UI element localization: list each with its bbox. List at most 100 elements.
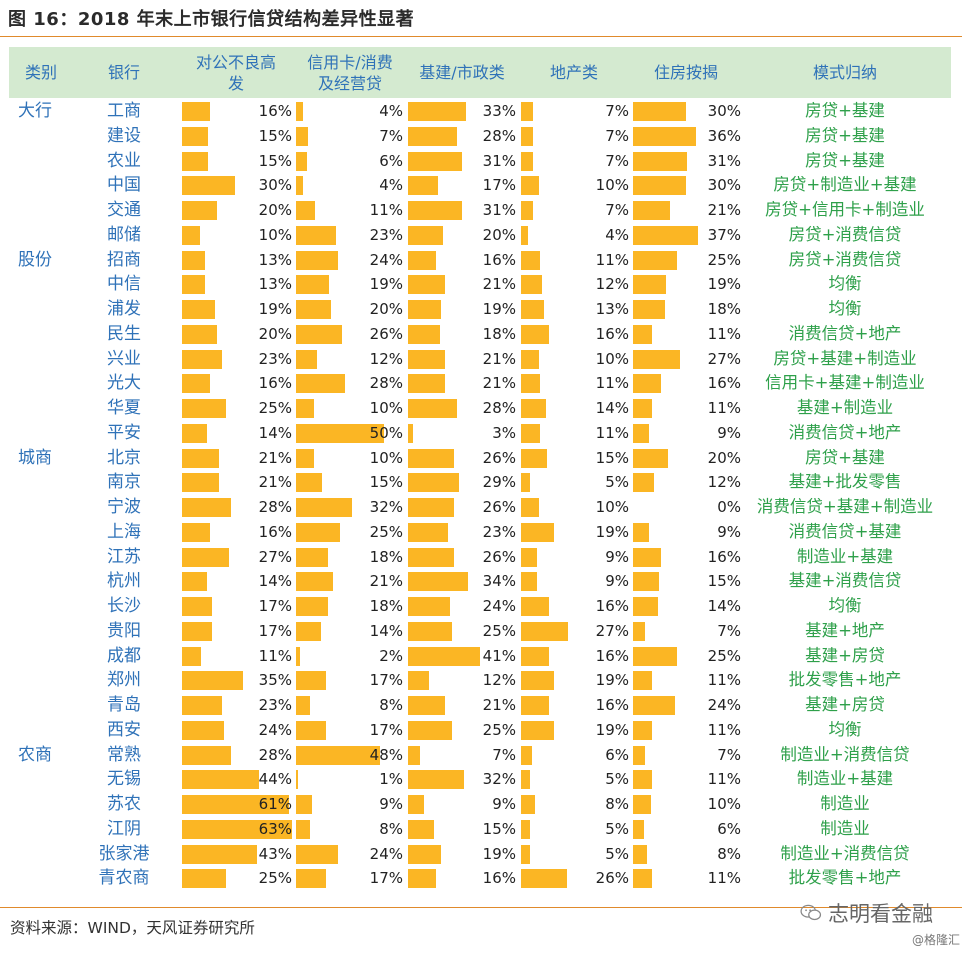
real-estate-bar bbox=[521, 225, 528, 245]
bank-name: 光大 bbox=[107, 373, 141, 394]
corp-npl-bar bbox=[182, 423, 207, 443]
mode-summary: 信用卡+基建+制造业 bbox=[765, 373, 925, 393]
infra-bar bbox=[408, 498, 454, 517]
category-label: 股份 bbox=[18, 249, 52, 270]
mortgage-bar bbox=[633, 844, 647, 864]
corp-npl-value: 16% bbox=[258, 102, 292, 120]
corp-npl-bar bbox=[182, 646, 202, 666]
category-label: 城商 bbox=[18, 447, 52, 468]
table-row: 交通 20% 11% 31% 7% 21% 房贷+信用卡+制造业 bbox=[0, 198, 977, 223]
infra-bar bbox=[408, 572, 468, 592]
credit-card-bar bbox=[296, 844, 338, 864]
table-row: 贵阳 17% 14% 25% 27% 7% 基建+地产 bbox=[0, 619, 977, 644]
real-estate-value: 13% bbox=[595, 300, 629, 318]
mode-summary: 房贷+信用卡+制造业 bbox=[765, 200, 925, 219]
real-estate-value: 11% bbox=[595, 423, 629, 442]
corp-npl-bar bbox=[182, 374, 210, 394]
mode-summary: 房贷+基建 bbox=[805, 125, 885, 145]
bank-name: 浦发 bbox=[107, 299, 141, 319]
corp-npl-value: 17% bbox=[258, 621, 292, 640]
credit-card-value: 48% bbox=[369, 745, 403, 764]
infra-value: 26% bbox=[482, 448, 516, 467]
mortgage-value: 18% bbox=[707, 300, 741, 318]
corp-npl-bar bbox=[182, 869, 226, 889]
mortgage-bar bbox=[633, 374, 661, 394]
corp-npl-bar bbox=[182, 201, 217, 220]
real-estate-value: 19% bbox=[595, 671, 629, 690]
table-row: 张家港 43% 24% 19% 5% 8% 制造业+消费信贷 bbox=[0, 842, 977, 867]
credit-card-value: 32% bbox=[369, 498, 403, 516]
mortgage-value: 20% bbox=[707, 448, 741, 467]
table-row: 江苏 27% 18% 26% 9% 16% 制造业+基建 bbox=[0, 545, 977, 570]
mode-summary: 均衡 bbox=[828, 299, 862, 318]
corp-npl-bar bbox=[182, 745, 231, 765]
mortgage-bar bbox=[633, 151, 688, 171]
infra-bar bbox=[408, 621, 452, 641]
table-row: 工商 16% 4% 33% 7% 30% 房贷+基建 bbox=[0, 99, 977, 124]
mortgage-bar bbox=[633, 819, 644, 839]
table-row: 青岛 23% 8% 21% 16% 24% 基建+房贷 bbox=[0, 693, 977, 718]
infra-value: 41% bbox=[482, 646, 516, 665]
mortgage-value: 25% bbox=[707, 646, 741, 665]
real-estate-bar bbox=[521, 324, 549, 344]
wechat-icon bbox=[800, 904, 822, 921]
credit-card-bar bbox=[296, 399, 314, 418]
category-label: 农商 bbox=[18, 744, 52, 765]
real-estate-bar bbox=[521, 300, 544, 319]
credit-card-bar bbox=[296, 869, 326, 889]
credit-card-bar bbox=[296, 300, 331, 319]
corp-npl-bar bbox=[182, 102, 210, 121]
infra-value: 28% bbox=[482, 399, 516, 417]
bank-name: 工商 bbox=[107, 101, 141, 121]
infra-value: 7% bbox=[492, 745, 516, 764]
table-row: 建设 15% 7% 28% 7% 36% 房贷+基建 bbox=[0, 124, 977, 149]
mortgage-value: 12% bbox=[707, 473, 741, 492]
credit-card-bar bbox=[296, 522, 340, 542]
corp-npl-value: 19% bbox=[258, 300, 292, 318]
real-estate-bar bbox=[521, 720, 555, 740]
credit-card-value: 28% bbox=[369, 374, 403, 393]
mortgage-value: 0% bbox=[717, 498, 741, 516]
real-estate-value: 6% bbox=[605, 745, 629, 764]
credit-card-value: 12% bbox=[369, 349, 403, 368]
infra-value: 19% bbox=[482, 300, 516, 318]
corp-npl-value: 14% bbox=[258, 572, 292, 591]
real-estate-value: 14% bbox=[595, 399, 629, 417]
credit-card-bar bbox=[296, 498, 352, 517]
real-estate-bar bbox=[521, 423, 541, 443]
table-row: 成都 11% 2% 41% 16% 25% 基建+房贷 bbox=[0, 644, 977, 669]
bank-name: 平安 bbox=[107, 422, 141, 443]
real-estate-bar bbox=[521, 151, 534, 171]
mortgage-value: 31% bbox=[707, 151, 741, 170]
mode-summary: 房贷+基建 bbox=[805, 150, 885, 170]
corp-npl-bar bbox=[182, 324, 217, 344]
table-row: 民生 20% 26% 18% 16% 11% 消费信贷+地产 bbox=[0, 322, 977, 347]
mortgage-bar bbox=[633, 572, 660, 592]
real-estate-bar bbox=[521, 399, 546, 418]
bank-name: 兴业 bbox=[107, 348, 141, 369]
header-category: 类别 bbox=[24, 63, 57, 82]
credit-card-value: 8% bbox=[379, 696, 403, 714]
mortgage-bar bbox=[633, 671, 653, 691]
table-row: 北京 21% 10% 26% 15% 20% 房贷+基建 bbox=[0, 446, 977, 471]
infra-bar bbox=[408, 819, 435, 839]
infra-value: 28% bbox=[482, 126, 516, 145]
mortgage-value: 16% bbox=[707, 547, 741, 566]
mortgage-bar bbox=[633, 795, 651, 814]
mortgage-value: 36% bbox=[707, 126, 741, 145]
corp-npl-bar bbox=[182, 795, 289, 814]
corp-npl-value: 61% bbox=[258, 795, 292, 813]
mortgage-bar bbox=[633, 696, 675, 715]
bank-name: 中国 bbox=[107, 175, 141, 196]
source-note: 资料来源：WIND，天风证券研究所 bbox=[10, 919, 255, 937]
credit-card-value: 17% bbox=[369, 869, 403, 888]
corp-npl-bar bbox=[182, 572, 207, 592]
real-estate-bar bbox=[521, 176, 539, 196]
real-estate-value: 16% bbox=[595, 646, 629, 665]
corp-npl-bar bbox=[182, 225, 200, 245]
corp-npl-value: 15% bbox=[258, 126, 292, 145]
mortgage-bar bbox=[633, 300, 665, 319]
corp-npl-value: 21% bbox=[258, 473, 292, 492]
infra-bar bbox=[408, 250, 436, 270]
mode-summary: 房贷+制造业+基建 bbox=[773, 175, 917, 195]
